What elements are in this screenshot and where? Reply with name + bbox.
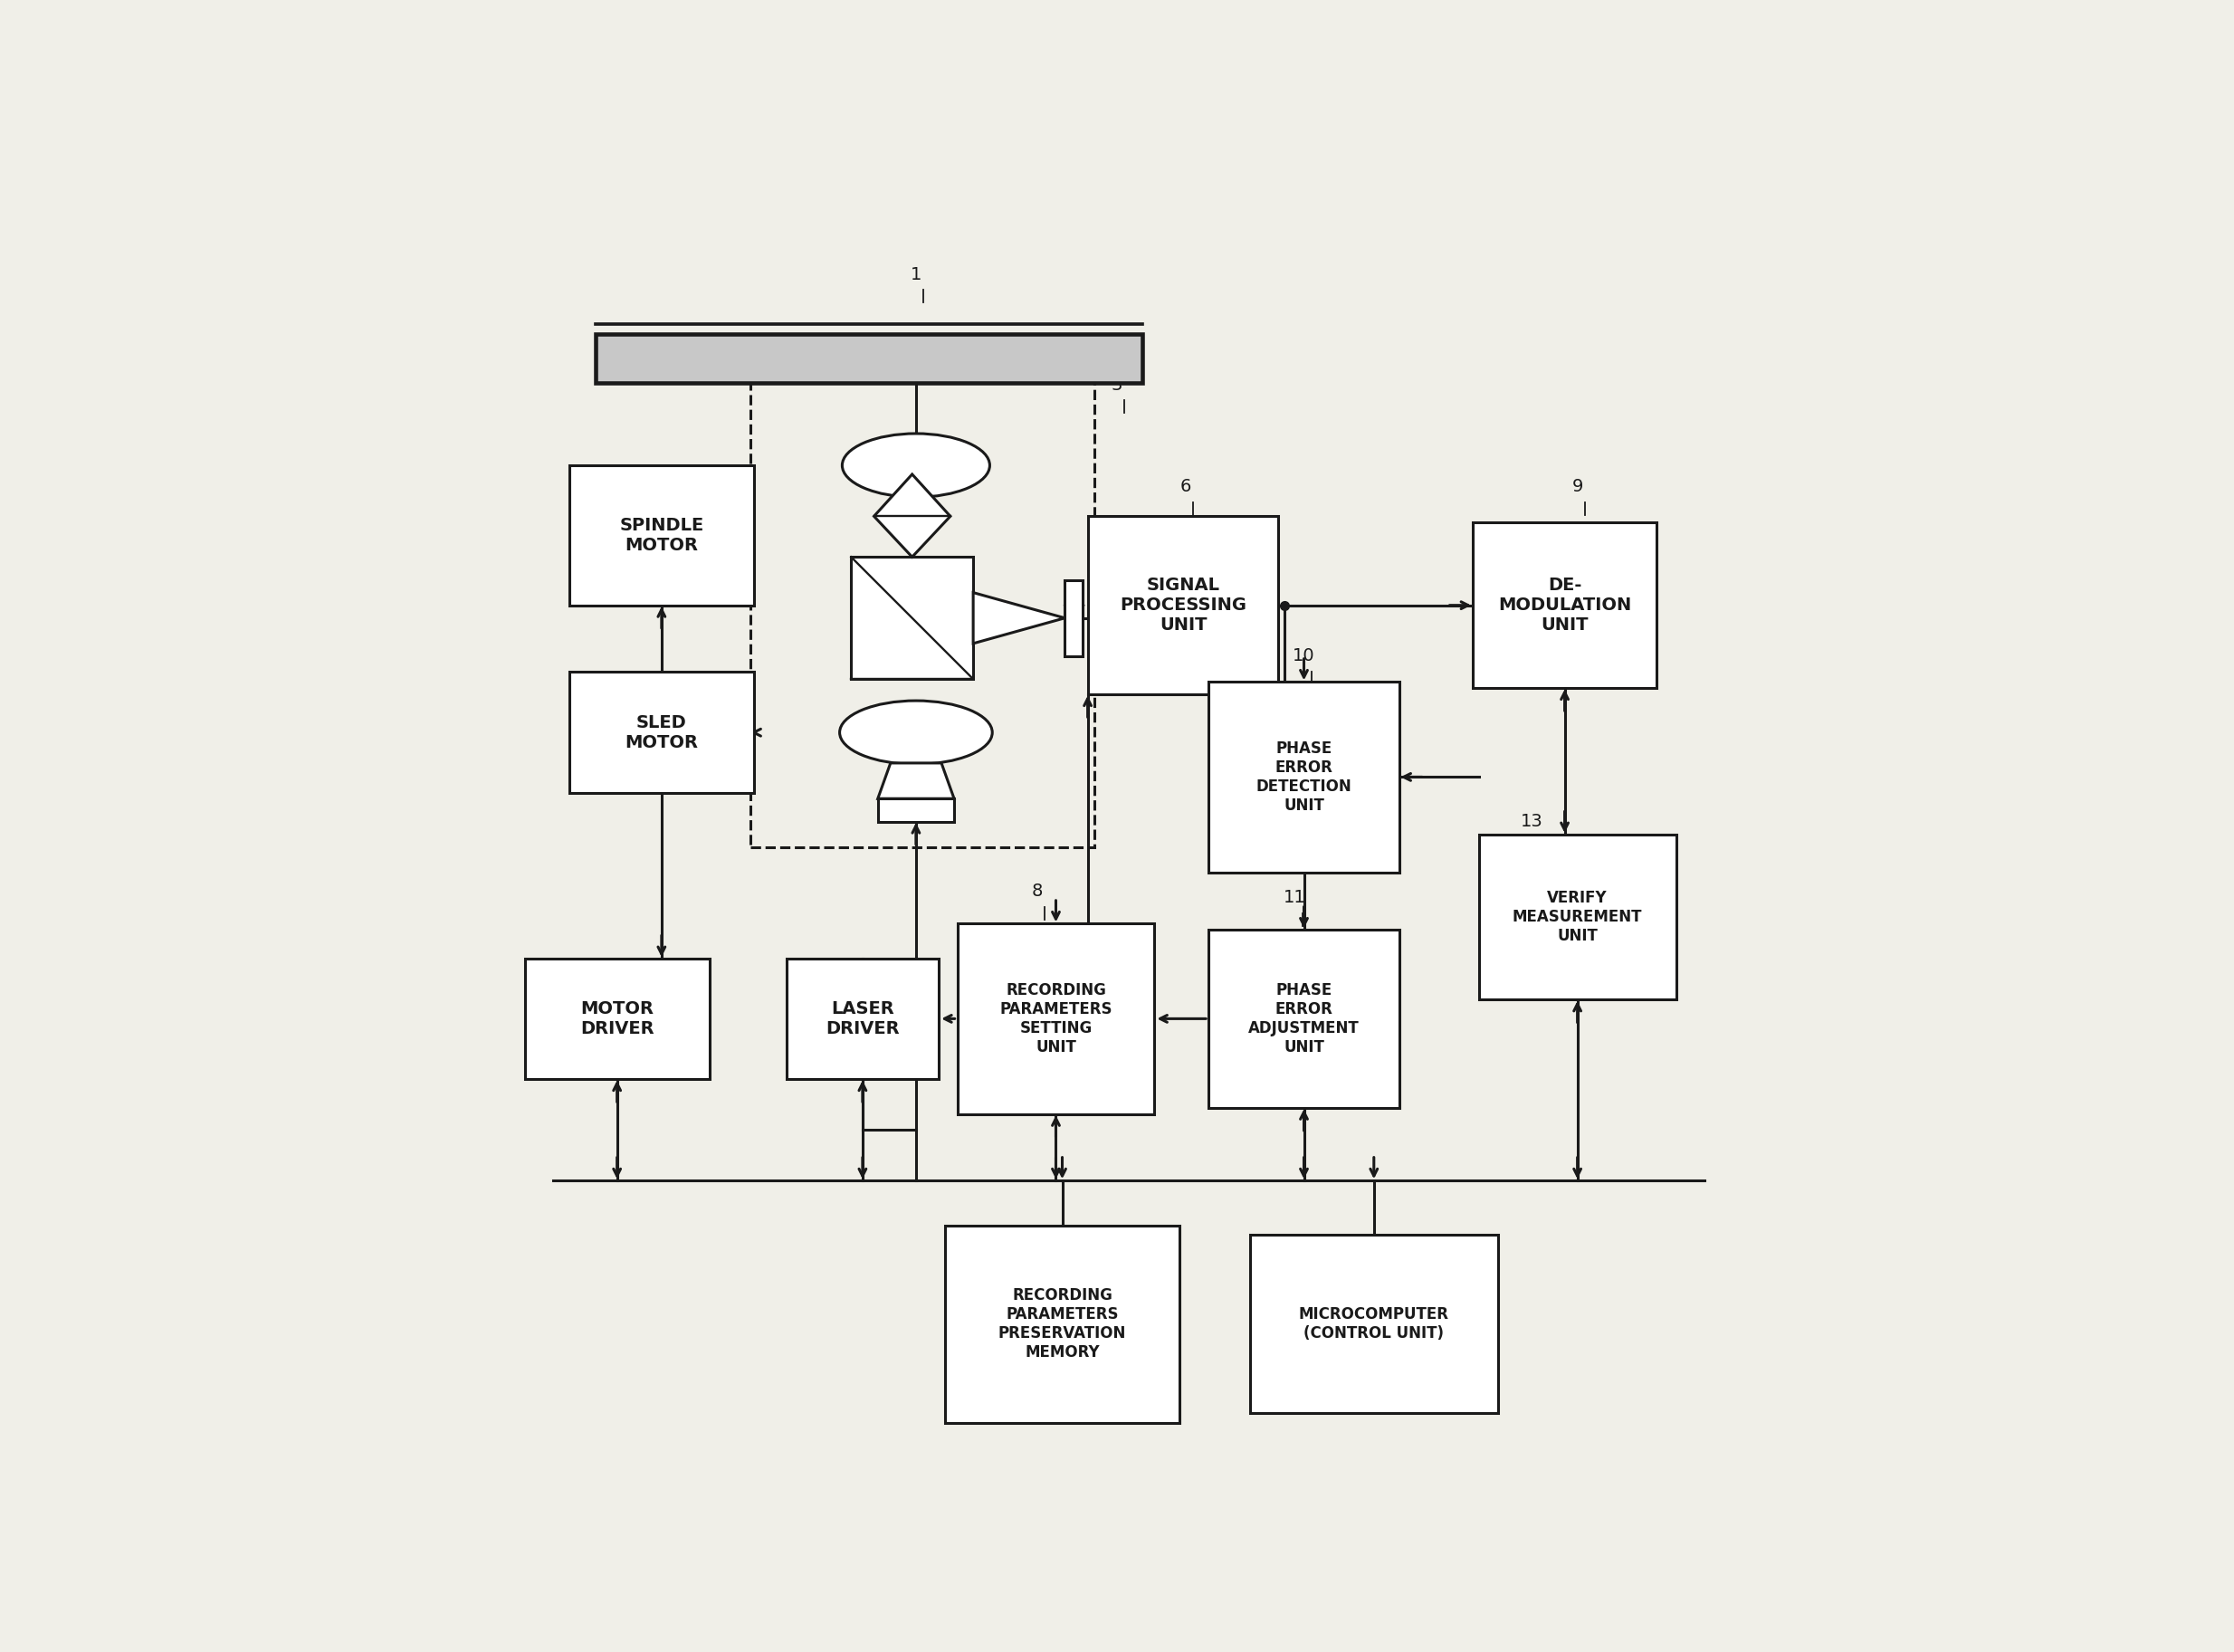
- Text: 7: 7: [833, 965, 844, 983]
- Text: 5: 5: [545, 975, 556, 991]
- Text: SPINDLE
MOTOR: SPINDLE MOTOR: [619, 517, 704, 553]
- FancyBboxPatch shape: [1209, 930, 1398, 1108]
- FancyBboxPatch shape: [570, 672, 753, 793]
- Text: VERIFY
MEASUREMENT
UNIT: VERIFY MEASUREMENT UNIT: [1512, 890, 1642, 943]
- Ellipse shape: [842, 433, 990, 497]
- Text: 4: 4: [706, 689, 717, 707]
- Text: 10: 10: [1293, 648, 1316, 664]
- Text: LASER
DRIVER: LASER DRIVER: [827, 999, 900, 1037]
- Polygon shape: [974, 593, 1066, 644]
- Text: 13: 13: [1521, 813, 1544, 831]
- FancyBboxPatch shape: [570, 466, 753, 605]
- FancyBboxPatch shape: [1249, 1236, 1499, 1412]
- Text: MOTOR
DRIVER: MOTOR DRIVER: [581, 999, 655, 1037]
- Text: 9: 9: [1573, 479, 1584, 496]
- Text: 3: 3: [1110, 377, 1121, 393]
- FancyBboxPatch shape: [1472, 522, 1658, 687]
- Text: SLED
MOTOR: SLED MOTOR: [626, 714, 699, 752]
- FancyBboxPatch shape: [1088, 515, 1278, 694]
- Text: DE-
MODULATION
UNIT: DE- MODULATION UNIT: [1499, 577, 1631, 634]
- Text: RECORDING
PARAMETERS
PRESERVATION
MEMORY: RECORDING PARAMETERS PRESERVATION MEMORY: [999, 1287, 1126, 1360]
- Text: MICROCOMPUTER
(CONTROL UNIT): MICROCOMPUTER (CONTROL UNIT): [1298, 1307, 1450, 1341]
- Text: RECORDING
PARAMETERS
SETTING
UNIT: RECORDING PARAMETERS SETTING UNIT: [999, 983, 1113, 1056]
- Text: 11: 11: [1285, 889, 1307, 907]
- Text: 6: 6: [1180, 479, 1191, 496]
- FancyBboxPatch shape: [945, 1226, 1180, 1422]
- Text: 1: 1: [911, 266, 923, 282]
- Polygon shape: [878, 763, 954, 798]
- FancyBboxPatch shape: [1066, 580, 1083, 656]
- FancyBboxPatch shape: [786, 958, 938, 1079]
- Polygon shape: [873, 474, 949, 557]
- FancyBboxPatch shape: [596, 334, 1142, 383]
- Ellipse shape: [840, 700, 992, 765]
- Text: 2: 2: [579, 491, 590, 509]
- Text: PHASE
ERROR
DETECTION
UNIT: PHASE ERROR DETECTION UNIT: [1256, 740, 1352, 813]
- FancyBboxPatch shape: [525, 958, 708, 1079]
- Text: 8: 8: [1032, 882, 1043, 900]
- FancyBboxPatch shape: [878, 798, 954, 821]
- FancyBboxPatch shape: [958, 923, 1155, 1113]
- Text: 12: 12: [987, 1274, 1010, 1290]
- FancyBboxPatch shape: [851, 557, 974, 679]
- FancyBboxPatch shape: [1479, 834, 1676, 999]
- FancyBboxPatch shape: [1209, 682, 1398, 872]
- Text: PHASE
ERROR
ADJUSTMENT
UNIT: PHASE ERROR ADJUSTMENT UNIT: [1249, 983, 1361, 1056]
- Text: SIGNAL
PROCESSING
UNIT: SIGNAL PROCESSING UNIT: [1119, 577, 1247, 634]
- Text: 14: 14: [1461, 1274, 1483, 1290]
